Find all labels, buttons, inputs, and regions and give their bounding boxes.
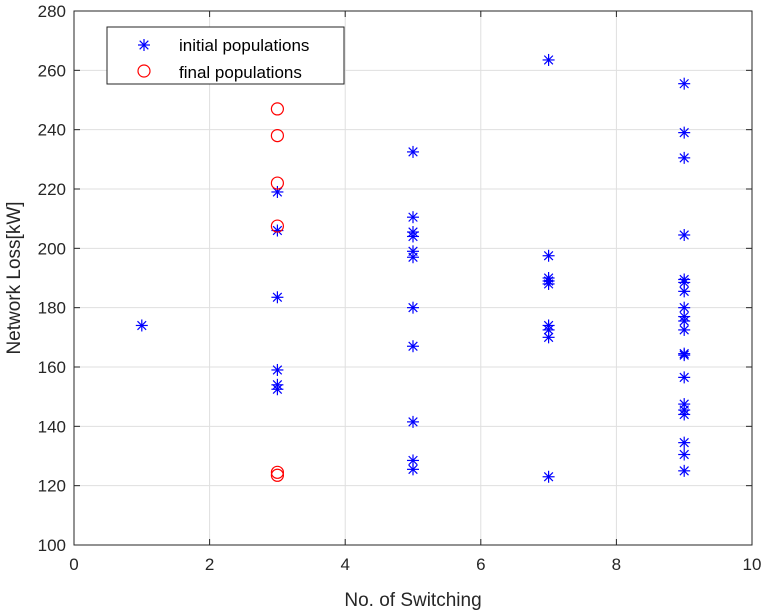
data-point — [678, 323, 691, 336]
y-tick-label: 280 — [38, 2, 66, 21]
data-point — [542, 249, 555, 262]
data-point — [542, 53, 555, 66]
grid — [74, 11, 752, 545]
y-tick-label: 260 — [38, 61, 66, 80]
data-point — [270, 176, 284, 190]
data-point — [542, 470, 555, 483]
data-point — [270, 219, 284, 233]
data-point — [542, 323, 555, 336]
x-tick-label: 10 — [743, 555, 762, 574]
data-point — [271, 185, 284, 198]
legend-marker-final — [137, 64, 151, 78]
data-point — [135, 319, 148, 332]
data-point — [271, 291, 284, 304]
y-tick-label: 220 — [38, 180, 66, 199]
data-point — [678, 77, 691, 90]
data-point — [678, 436, 691, 449]
x-tick-label: 0 — [69, 555, 78, 574]
series-final — [270, 102, 284, 482]
x-tick-label: 4 — [340, 555, 349, 574]
x-tick-label: 6 — [476, 555, 485, 574]
y-tick-label: 160 — [38, 358, 66, 377]
data-point — [678, 126, 691, 139]
data-point — [678, 285, 691, 298]
x-tick-label: 2 — [205, 555, 214, 574]
data-point — [678, 371, 691, 384]
legend-label-initial: initial populations — [179, 36, 309, 55]
plot-frame — [73, 10, 753, 546]
legend-marker-symbol — [137, 64, 151, 78]
y-tick-label: 200 — [38, 239, 66, 258]
data-point — [407, 301, 419, 314]
data-point — [542, 331, 555, 344]
data-point — [678, 228, 691, 241]
y-tick-label: 100 — [38, 536, 66, 555]
data-point — [678, 408, 691, 421]
data-point — [407, 415, 419, 428]
legend-marker-initial — [138, 39, 150, 51]
data-point — [678, 448, 691, 461]
data-point — [407, 463, 419, 476]
legend-label-final: final populations — [179, 63, 302, 82]
y-tick-label: 140 — [38, 417, 66, 436]
data-point — [678, 349, 691, 362]
data-point — [542, 277, 555, 290]
data-point — [407, 230, 419, 243]
data-point — [678, 151, 691, 164]
y-tick-label: 120 — [38, 477, 66, 496]
data-point — [271, 383, 284, 396]
y-tick-label: 240 — [38, 121, 66, 140]
data-point — [270, 468, 284, 482]
data-point — [407, 211, 419, 224]
legend-box — [106, 26, 345, 85]
data-points — [135, 53, 691, 483]
data-point — [407, 145, 419, 158]
data-point — [270, 465, 284, 479]
axis-ticks: 0 2 4 6 8 10 100 120 140 160 180 200 220 240 260 280 — [38, 2, 762, 574]
data-point — [270, 102, 284, 116]
y-axis-label: Network Loss[kW] — [4, 201, 25, 354]
series-initial — [135, 53, 691, 483]
data-point — [678, 464, 691, 477]
legend: initial populations final populations — [106, 26, 345, 85]
y-tick-label: 180 — [38, 299, 66, 318]
x-axis-label: No. of Switching — [344, 590, 481, 611]
data-point — [271, 363, 284, 376]
data-point — [407, 340, 419, 353]
data-point — [270, 129, 284, 143]
data-point — [407, 251, 419, 264]
x-tick-label: 8 — [612, 555, 621, 574]
legend-marker-symbol — [138, 39, 150, 51]
